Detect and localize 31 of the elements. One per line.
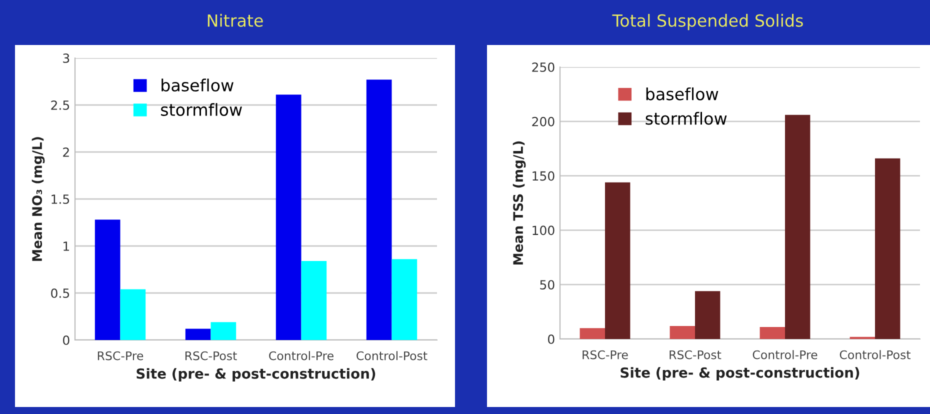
chart-title: Nitrate xyxy=(208,14,263,27)
legend-label: baseflow xyxy=(162,78,234,92)
y-tick-label: 0.5 xyxy=(51,288,70,298)
y-tick-label: 200 xyxy=(532,116,554,126)
y-axis-title: Mean NO₃ (mg/L) xyxy=(32,137,45,261)
x-tick-label: RSC-Pre xyxy=(582,350,628,360)
legend-label: baseflow xyxy=(646,87,718,100)
y-tick-label: 250 xyxy=(532,62,554,72)
y-tick-label: 1 xyxy=(64,242,69,251)
y-tick-label: 2 xyxy=(63,147,69,157)
y-tick-label: 0 xyxy=(63,335,70,345)
x-tick-label: Control-Post xyxy=(356,351,428,360)
y-tick-label: 1.5 xyxy=(52,194,70,204)
x-axis-title: Site (pre- & post-construction) xyxy=(136,368,376,382)
chart-title: Total Suspended Solids xyxy=(612,14,803,30)
y-tick-label: 3 xyxy=(63,53,70,63)
x-tick-label: Control-Post xyxy=(840,350,911,360)
y-tick-label: 2.5 xyxy=(51,100,70,110)
x-tick-label: Control-Pre xyxy=(269,351,334,360)
y-axis-title: Mean TSS (mg/L) xyxy=(512,141,526,265)
x-tick-label: Control-Pre xyxy=(752,350,818,360)
x-tick-label: RSC-Post xyxy=(670,350,722,360)
x-tick-label: RSC-Post xyxy=(185,351,237,360)
y-tick-label: 0 xyxy=(548,334,554,344)
x-tick-label: RSC-Pre xyxy=(98,351,144,360)
y-tick-label: 100 xyxy=(532,226,554,236)
y-tick-label: 50 xyxy=(540,280,554,290)
legend-label: stormflow xyxy=(646,112,727,125)
legend-label: stormflow xyxy=(161,103,242,116)
y-tick-label: 150 xyxy=(532,171,554,181)
x-axis-title: Site (pre- & post-construction) xyxy=(620,367,860,381)
